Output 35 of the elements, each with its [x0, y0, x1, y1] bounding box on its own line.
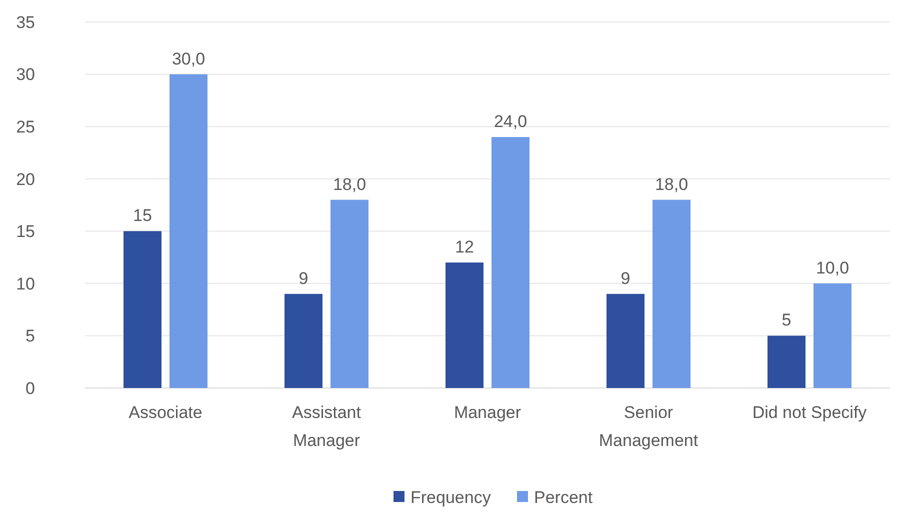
bar: [124, 231, 162, 388]
bar: [814, 283, 852, 388]
x-tick-label: Senior Management: [598, 403, 698, 450]
bar: [284, 294, 322, 388]
bar: [170, 74, 208, 388]
data-label: 9: [620, 268, 630, 288]
x-tick-label: Did not Specify: [752, 403, 868, 422]
data-label: 24,0: [494, 112, 528, 132]
x-tick-label: Manager: [454, 403, 522, 422]
y-tick-label: 30: [16, 65, 35, 84]
x-tick-label: Associate: [128, 403, 202, 422]
bar: [446, 262, 484, 388]
y-tick-label: 20: [16, 170, 35, 189]
y-tick-label: 25: [16, 118, 35, 137]
bar: [330, 200, 368, 388]
y-tick-label: 10: [16, 274, 35, 294]
bar: [606, 294, 644, 388]
y-tick-label: 35: [16, 12, 35, 32]
data-label: 12: [455, 238, 474, 257]
bar: [768, 336, 806, 388]
data-label: 30,0: [172, 49, 206, 68]
legend-label: Frequency: [410, 488, 492, 507]
bar: [492, 137, 530, 388]
data-label: 5: [782, 310, 792, 330]
data-label: 18,0: [654, 174, 688, 194]
bar: [652, 200, 690, 388]
y-tick-label: 0: [26, 378, 35, 398]
data-label: 10,0: [816, 258, 850, 278]
legend-label: Percent: [534, 488, 593, 507]
data-label: 18,0: [332, 174, 366, 194]
data-label: 15: [133, 206, 152, 226]
data-label: 9: [298, 268, 308, 288]
x-tick-label: Assistant Manager: [292, 403, 362, 450]
y-tick-label: 5: [26, 326, 35, 346]
y-tick-label: 15: [16, 222, 35, 242]
